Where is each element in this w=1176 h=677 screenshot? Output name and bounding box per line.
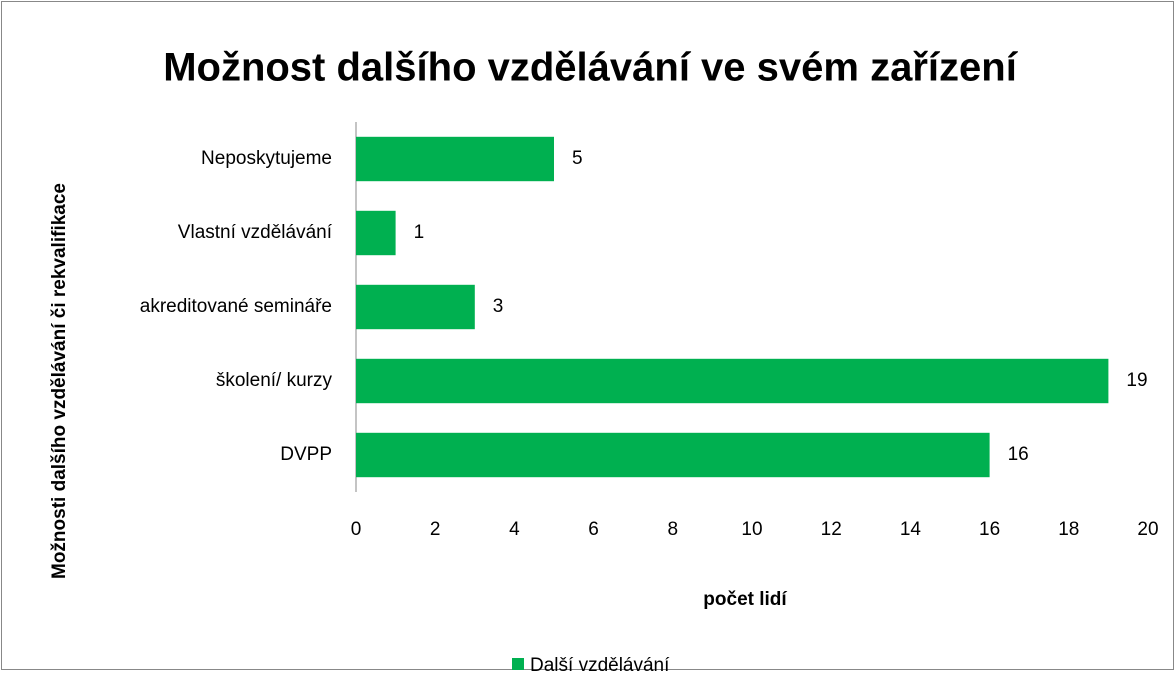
data-label: 19: [1126, 370, 1147, 391]
x-tick-label: 8: [668, 519, 679, 540]
x-tick-label: 4: [509, 519, 520, 540]
y-axis-label: Možnosti dalšího vzdělávání či rekvalifi…: [49, 183, 70, 579]
x-tick-label: 2: [430, 519, 441, 540]
x-tick-label: 18: [1058, 519, 1079, 540]
y-tick-label: Vlastní vzdělávání: [178, 222, 333, 243]
x-tick-label: 10: [741, 519, 762, 540]
y-tick-label: DVPP: [280, 444, 332, 465]
chart-title: Možnost dalšího vzdělávání ve svém zaříz…: [163, 46, 1019, 90]
data-label: 16: [1008, 444, 1029, 465]
x-tick-label: 16: [979, 519, 1000, 540]
bar: [356, 136, 554, 182]
y-tick-label: školení/ kurzy: [216, 370, 333, 391]
x-tick-label: 12: [821, 519, 842, 540]
bar: [356, 210, 396, 256]
x-tick-label: 20: [1137, 519, 1158, 540]
x-tick-label: 6: [588, 519, 599, 540]
x-axis-label: počet lidí: [703, 589, 787, 610]
y-tick-label: akreditované semináře: [140, 296, 332, 317]
x-tick-label: 14: [900, 519, 922, 540]
data-label: 3: [493, 296, 504, 317]
bar: [356, 358, 1109, 404]
bar: [356, 432, 990, 478]
data-label: 5: [572, 148, 583, 169]
legend-swatch: [512, 658, 524, 670]
x-tick-label: 0: [351, 519, 362, 540]
legend-label: Další vzdělávání: [530, 655, 670, 672]
data-label: 1: [414, 222, 425, 243]
bar: [356, 284, 475, 330]
y-tick-label: Neposkytujeme: [201, 148, 332, 169]
